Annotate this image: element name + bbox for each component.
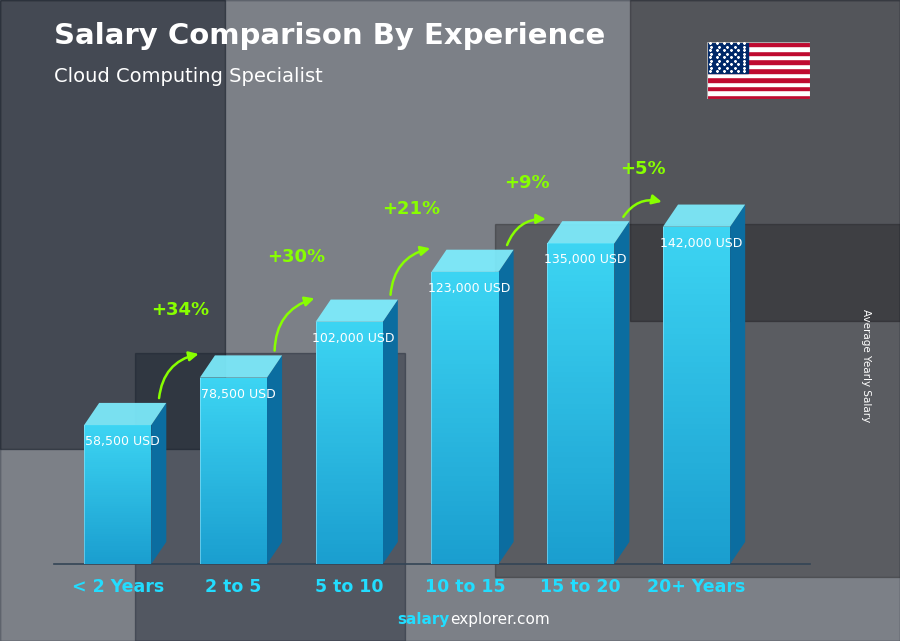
Polygon shape <box>547 221 629 244</box>
Text: +5%: +5% <box>620 160 666 178</box>
Polygon shape <box>615 221 629 564</box>
Bar <box>630 0 900 320</box>
Text: +30%: +30% <box>266 247 325 265</box>
Text: 78,500 USD: 78,500 USD <box>201 388 275 401</box>
Bar <box>706 42 748 72</box>
Polygon shape <box>730 204 745 564</box>
Polygon shape <box>316 299 398 322</box>
Bar <box>706 86 810 90</box>
Polygon shape <box>663 204 745 227</box>
Text: 135,000 USD: 135,000 USD <box>544 253 626 267</box>
Polygon shape <box>84 403 166 425</box>
Text: +9%: +9% <box>505 174 550 192</box>
Text: Average Yearly Salary: Average Yearly Salary <box>860 309 871 422</box>
Bar <box>706 64 810 69</box>
Bar <box>706 90 810 95</box>
Text: 102,000 USD: 102,000 USD <box>312 332 395 345</box>
Bar <box>706 46 810 51</box>
Text: +34%: +34% <box>151 301 209 319</box>
Text: 123,000 USD: 123,000 USD <box>428 282 510 295</box>
Bar <box>706 95 810 99</box>
Polygon shape <box>200 355 282 378</box>
Bar <box>0 0 225 449</box>
Text: Cloud Computing Specialist: Cloud Computing Specialist <box>54 67 323 87</box>
Polygon shape <box>382 299 398 564</box>
Bar <box>706 69 810 72</box>
Text: 142,000 USD: 142,000 USD <box>660 237 742 250</box>
Polygon shape <box>151 403 166 564</box>
Bar <box>706 55 810 60</box>
Bar <box>135 353 405 641</box>
Polygon shape <box>431 250 514 272</box>
Bar <box>706 81 810 86</box>
Text: 58,500 USD: 58,500 USD <box>85 435 159 448</box>
Text: explorer.com: explorer.com <box>450 612 550 627</box>
Bar <box>706 77 810 81</box>
Text: Salary Comparison By Experience: Salary Comparison By Experience <box>54 22 605 51</box>
Bar <box>706 60 810 64</box>
Bar <box>495 224 900 577</box>
Text: salary: salary <box>398 612 450 627</box>
Bar <box>706 72 810 77</box>
Bar <box>706 42 810 46</box>
Text: +21%: +21% <box>382 200 441 218</box>
Polygon shape <box>267 355 282 564</box>
Bar <box>706 51 810 55</box>
Polygon shape <box>499 250 514 564</box>
